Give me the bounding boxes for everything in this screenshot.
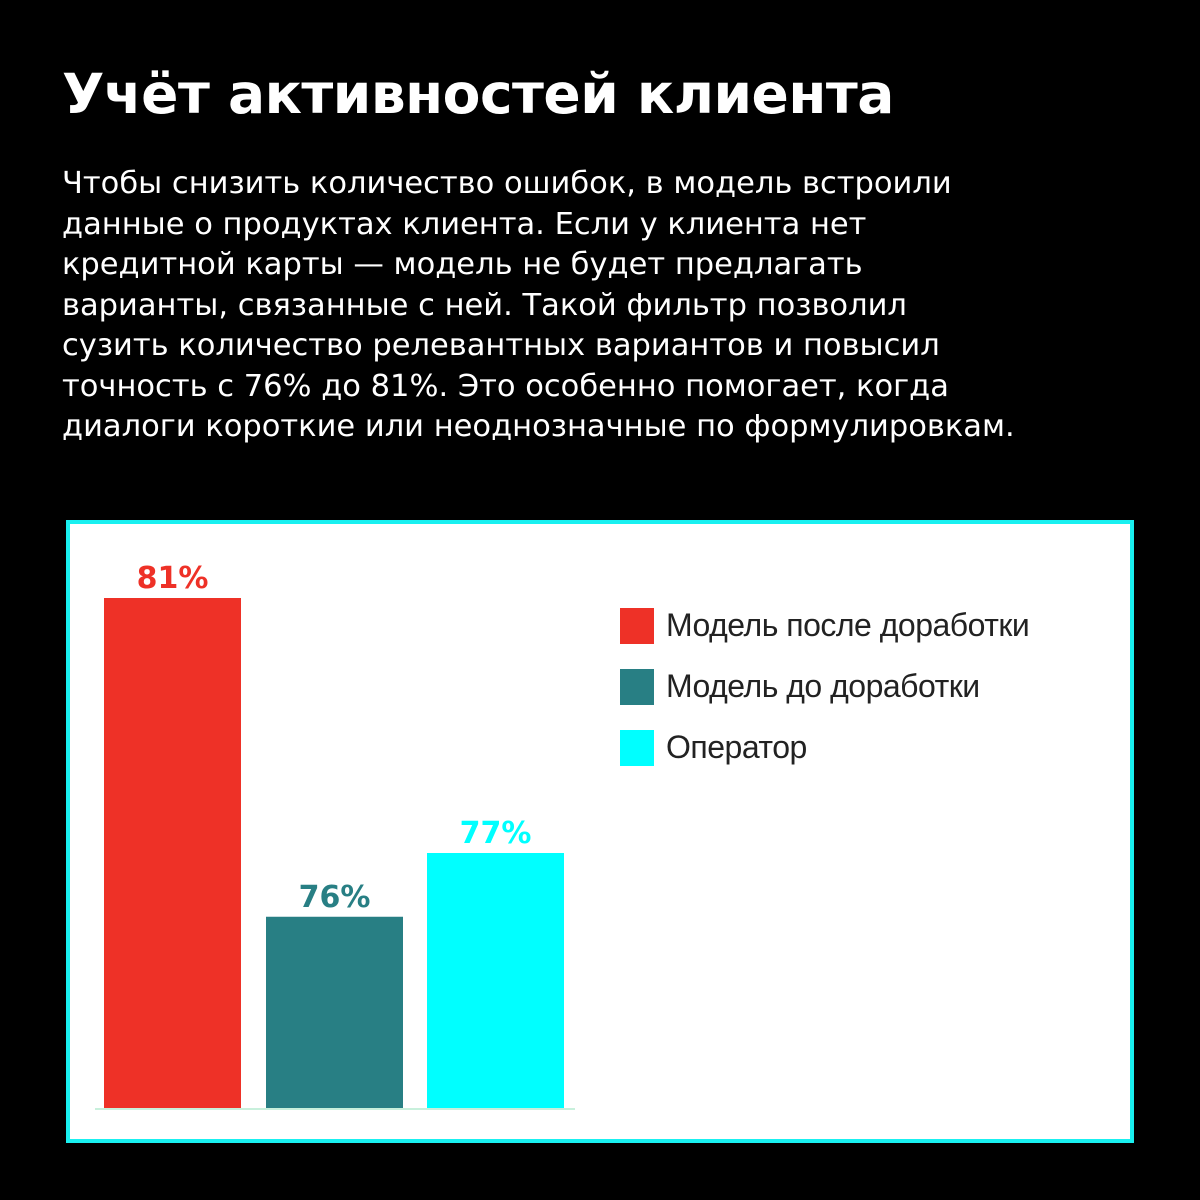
legend: Модель после доработки Модель до доработ… — [620, 595, 1030, 778]
legend-swatch — [620, 729, 654, 766]
data-label: 76% — [299, 880, 371, 915]
legend-label: Модель до доработки — [666, 668, 980, 704]
data-label: 81% — [137, 561, 209, 596]
legend-item: Модель до доработки — [620, 656, 1029, 717]
bar-2 — [266, 916, 403, 1108]
legend-item: Модель после доработки — [620, 595, 1030, 656]
description: Чтобы снизить количество ошибок, в модел… — [62, 164, 1182, 448]
bar-1 — [104, 598, 241, 1108]
page-title: Учёт активностей клиента — [62, 62, 894, 126]
description-line: данные о продуктах клиента. Если у клиен… — [62, 206, 867, 242]
description-line: Чтобы снизить количество ошибок, в модел… — [62, 166, 952, 201]
description-line: кредитной карты — модель не будет предла… — [62, 247, 863, 282]
bar-3 — [427, 853, 564, 1108]
chart-panel — [66, 520, 1134, 1143]
description-line: точность с 76% до 81%. Это особенно помо… — [62, 368, 949, 404]
data-label: 77% — [460, 816, 532, 851]
legend-label: Модель после доработки — [666, 607, 1030, 643]
description-line: варианты, связанные с ней. Такой фильтр … — [62, 287, 907, 323]
description-line: сузить количество релевантных вариантов … — [62, 328, 940, 363]
legend-swatch — [620, 668, 654, 705]
legend-swatch — [620, 607, 654, 644]
legend-item: Оператор — [620, 717, 1029, 778]
description-line: диалоги короткие или неоднозначные по фо… — [62, 409, 1015, 444]
legend-label: Оператор — [666, 729, 807, 765]
